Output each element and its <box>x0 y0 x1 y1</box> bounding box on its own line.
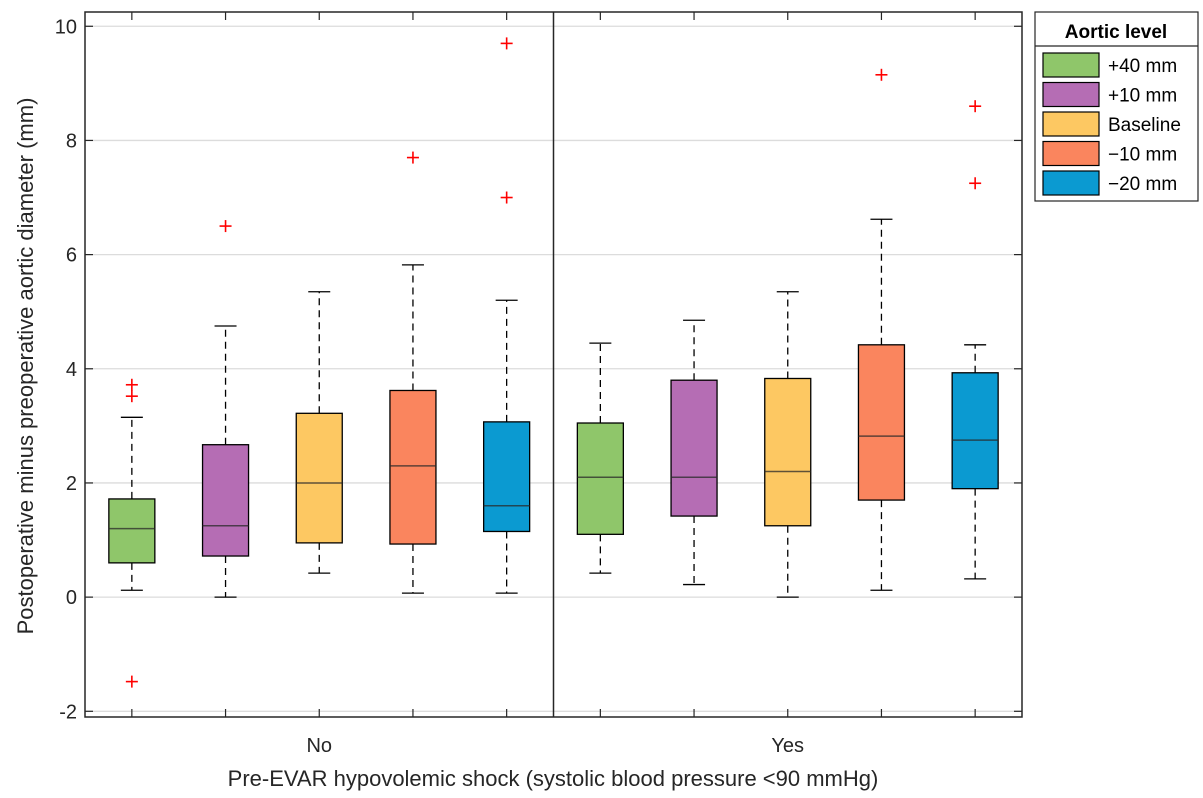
outlier-point <box>969 100 982 113</box>
legend-title: Aortic level <box>1065 22 1167 43</box>
x-group-label: Yes <box>771 735 804 757</box>
x-axis-label: Pre-EVAR hypovolemic shock (systolic blo… <box>228 766 879 791</box>
legend-entry-label: −20 mm <box>1108 174 1177 195</box>
axis-layer: -2 0 2 4 6 8 10 No Yes <box>55 12 1022 757</box>
box-layer <box>108 218 999 598</box>
y-tick-label: 2 <box>66 473 77 495</box>
outlier-point <box>875 68 888 81</box>
outlier-point <box>219 220 232 233</box>
x-group-label: No <box>306 735 332 757</box>
box-2 <box>295 412 343 544</box>
box-4 <box>951 372 999 490</box>
outlier-layer <box>125 37 982 688</box>
legend-swatch-3 <box>1042 140 1100 167</box>
legend-entry-label: −10 mm <box>1108 145 1177 166</box>
outlier-point <box>500 191 513 204</box>
outlier-point <box>406 151 419 164</box>
box-1 <box>670 379 718 517</box>
legend: Aortic level +40 mm +10 mm Baseline −10 mm −… <box>1034 11 1199 202</box>
box-2 <box>764 377 812 527</box>
box-0 <box>576 422 624 535</box>
outlier-point <box>500 37 513 50</box>
y-tick-label: 8 <box>66 130 77 152</box>
box-4 <box>482 421 531 533</box>
legend-swatch-4 <box>1042 170 1100 196</box>
legend-swatch-1 <box>1042 81 1100 108</box>
y-tick-label: 4 <box>66 359 77 381</box>
y-axis-label: Postoperative minus preoperative aortic … <box>13 98 38 635</box>
legend-swatch-0 <box>1042 52 1100 78</box>
box-3 <box>389 389 437 545</box>
legend-entry-label: +40 mm <box>1108 56 1177 77</box>
box-1 <box>201 444 250 557</box>
legend-swatch-2 <box>1042 111 1100 137</box>
legend-entry-label: Baseline <box>1108 115 1181 136</box>
y-tick-label: 0 <box>66 587 77 609</box>
box-3 <box>857 344 906 501</box>
outlier-point <box>125 675 138 688</box>
legend-entry-label: +10 mm <box>1108 86 1177 107</box>
legend-entries: +40 mm +10 mm Baseline −10 mm −20 mm <box>1042 52 1181 196</box>
outlier-point <box>969 177 982 190</box>
outlier-point <box>125 390 138 403</box>
y-tick-label: -2 <box>59 701 77 723</box>
outlier-point <box>125 378 138 391</box>
y-tick-label: 6 <box>66 245 77 267</box>
box-0 <box>108 498 156 564</box>
y-tick-label: 10 <box>55 16 77 38</box>
